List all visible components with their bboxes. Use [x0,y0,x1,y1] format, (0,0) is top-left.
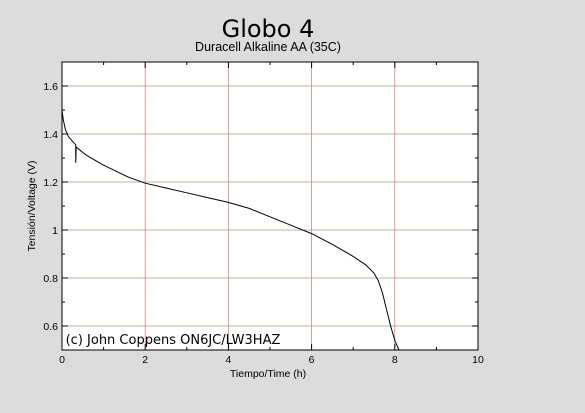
tick-labels: 0 2 4 6 8 10 0.6 0.8 1 1.2 1.4 1.6 [43,81,484,366]
plot-frame [61,61,479,351]
chart-subtitle: Duracell Alkaline AA (35C) [195,40,341,54]
x-tick-label: 0 [59,354,65,366]
y-tick-label: 1.6 [43,81,58,93]
x-axis-label: Tiempo/Time (h) [230,368,306,380]
x-tick-label: 6 [309,354,315,366]
copyright-annotation: (c) John Coppens ON6JC/LW3HAZ [66,333,281,348]
y-tick-label: 0.6 [43,321,58,333]
grid [62,62,478,350]
voltage-series-line [61,109,400,351]
x-tick-label: 10 [472,354,484,366]
y-axis-label: Tensión/Voltage (V) [26,160,38,251]
x-tick-label: 4 [225,354,231,366]
x-tick-label: 8 [392,354,398,366]
x-tick-label: 2 [142,354,148,366]
y-tick-label: 1.2 [43,177,58,189]
y-tick-label: 1 [52,225,58,237]
y-tick-label: 1.4 [43,129,58,141]
plot-area [62,62,478,350]
chart-title: Globo 4 [222,15,315,43]
y-tick-label: 0.8 [43,273,58,285]
